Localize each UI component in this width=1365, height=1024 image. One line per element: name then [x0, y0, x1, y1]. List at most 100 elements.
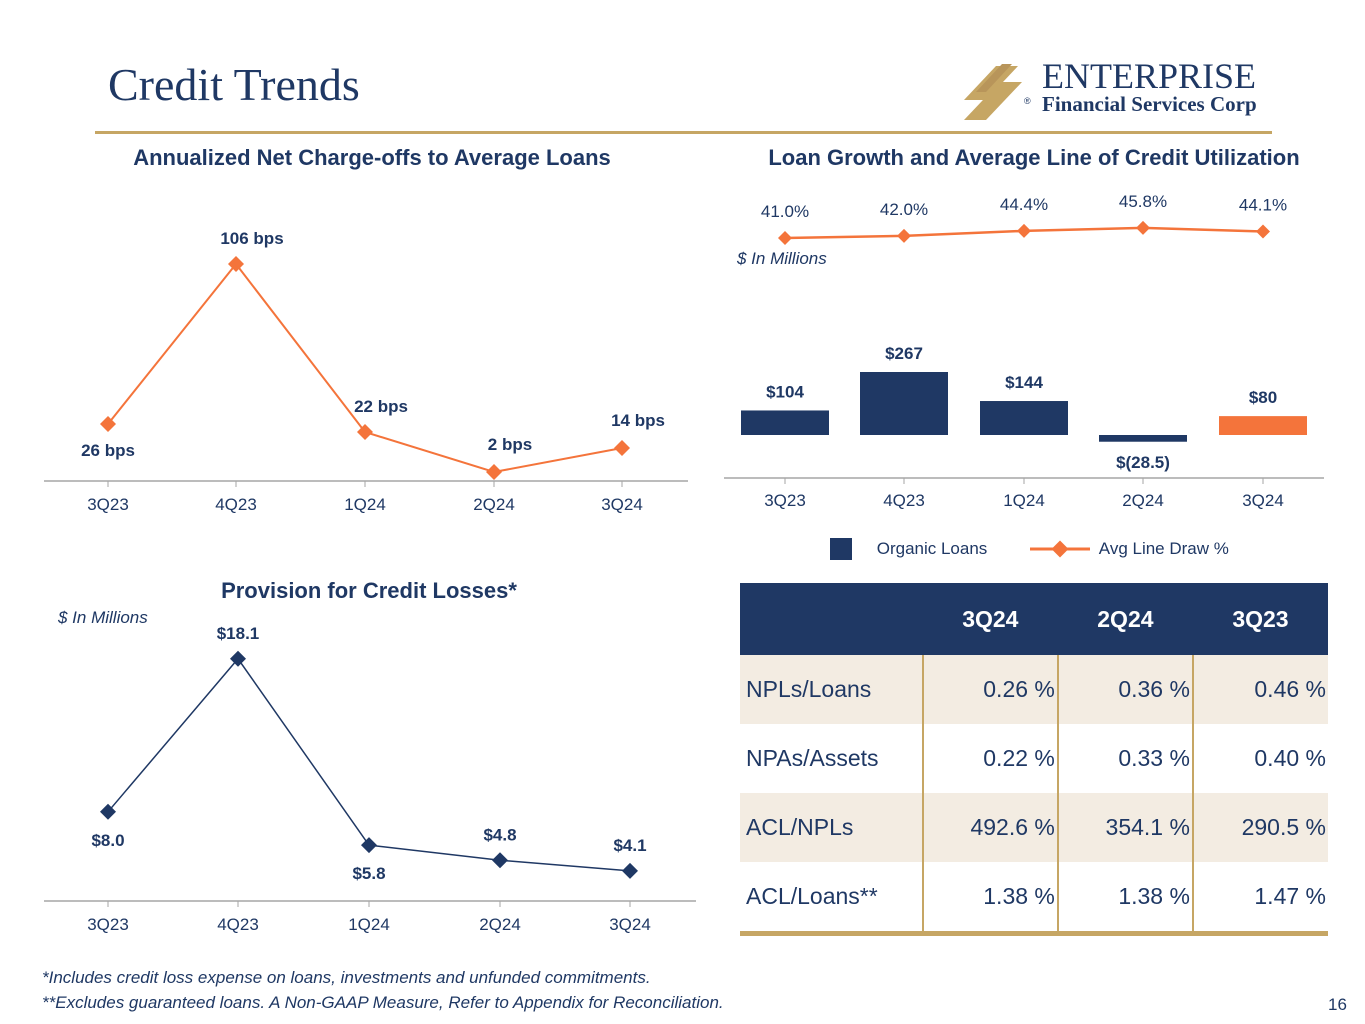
loan-growth-chart-title: Loan Growth and Average Line of Credit U… — [768, 145, 1300, 170]
nco-data-value: 22 — [354, 397, 378, 416]
table-cell: 1.38 % — [921, 862, 1058, 936]
provision-data-label: $4.8 — [483, 825, 516, 844]
nco-point — [100, 416, 116, 432]
nco-data-label: 26 bps — [81, 441, 135, 460]
table-cell: 1.38 % — [1056, 862, 1193, 936]
nco-data-label: 22 bps — [354, 397, 408, 416]
credit-metrics-table: 3Q24 2Q24 3Q23 NPLs/Loans 0.26 % 0.36 % … — [740, 583, 1328, 936]
organic-loans-bar — [1099, 435, 1187, 442]
registered-mark: ® — [1024, 96, 1031, 106]
organic-loans-label: $144 — [1005, 373, 1043, 392]
organic-loans-label: $80 — [1249, 388, 1277, 407]
provision-chart: 3Q23 4Q23 1Q24 2Q24 3Q24 $8.0 $18.1 $5.8 $4.8 $4.… — [44, 624, 696, 934]
legend-organic-loans-swatch — [830, 538, 852, 560]
x-tick-label: 4Q23 — [217, 915, 259, 934]
organic-loans-label: $104 — [766, 382, 804, 401]
line-draw-point — [1256, 224, 1270, 239]
provision-data-label: $8.0 — [91, 831, 124, 850]
table-cell: 0.46 % — [1191, 655, 1328, 724]
logo-subtitle: Financial Services Corp — [1042, 92, 1257, 116]
ncO-chart-title: Annualized Net Charge-offs to Average Lo… — [133, 145, 611, 170]
row-label: ACL/Loans** — [740, 862, 923, 936]
table-cell: 0.40 % — [1191, 724, 1328, 793]
provision-data-label: $18.1 — [217, 624, 260, 643]
nco-data-unit: bps — [378, 397, 408, 416]
table-row: NPAs/Assets 0.22 % 0.33 % 0.40 % — [740, 724, 1328, 793]
x-tick-label: 1Q24 — [1003, 491, 1045, 510]
organic-loans-label: $(28.5) — [1116, 453, 1170, 472]
nco-data-label: 2 bps — [488, 435, 532, 454]
x-tick-label: 3Q24 — [609, 915, 651, 934]
provision-chart-title: Provision for Credit Losses* — [221, 578, 517, 603]
organic-loans-bar — [860, 372, 948, 435]
organic-loans-bar — [741, 410, 829, 435]
x-tick-label: 1Q24 — [344, 495, 386, 514]
page-number: 16 — [1328, 995, 1347, 1014]
nco-point — [228, 256, 244, 272]
legend-organic-loans-label: Organic Loans — [876, 539, 988, 558]
nco-data-value: 26 — [81, 441, 105, 460]
x-tick-label: 3Q23 — [764, 491, 806, 510]
loan-growth-chart: 3Q23 4Q23 1Q24 2Q24 3Q24 $104 $267 $144 $(28.5) $… — [724, 192, 1324, 510]
company-logo-icon — [964, 64, 1022, 120]
footnote-1: *Includes credit loss expense on loans, … — [42, 968, 651, 987]
line-draw-point — [778, 231, 792, 245]
x-tick-label: 3Q23 — [87, 915, 129, 934]
table-row: ACL/NPLs 492.6 % 354.1 % 290.5 % — [740, 793, 1328, 862]
x-tick-label: 2Q24 — [473, 495, 515, 514]
x-tick-label: 3Q24 — [601, 495, 643, 514]
provision-point — [492, 852, 508, 869]
nco-data-unit: bps — [105, 441, 135, 460]
x-tick-label: 1Q24 — [348, 915, 390, 934]
line-draw-label: 44.4% — [1000, 195, 1048, 214]
x-tick-label: 2Q24 — [479, 915, 521, 934]
table-header-cell: 3Q24 — [922, 583, 1058, 655]
table-cell: 0.36 % — [1056, 655, 1193, 724]
logo-wordmark: ENTERPRISE — [1042, 56, 1257, 96]
nco-point — [486, 464, 502, 480]
table-cell: 492.6 % — [921, 793, 1058, 862]
line-draw-point — [1136, 220, 1150, 235]
legend-line-draw-swatch — [1030, 540, 1091, 558]
loan-growth-units-note: $ In Millions — [737, 249, 827, 268]
provision-point — [100, 803, 116, 820]
table-cell: 0.33 % — [1056, 724, 1193, 793]
organic-loans-bar — [1219, 416, 1307, 435]
provision-point — [361, 837, 377, 854]
line-draw-label: 45.8% — [1119, 192, 1167, 211]
line-draw-label: 44.1% — [1239, 195, 1287, 214]
x-tick-label: 2Q24 — [1122, 491, 1164, 510]
x-tick-label: 4Q23 — [215, 495, 257, 514]
provision-point — [622, 862, 638, 879]
table-header-row: 3Q24 2Q24 3Q23 — [740, 583, 1328, 655]
provision-data-label: $5.8 — [352, 864, 385, 883]
row-label: NPLs/Loans — [740, 655, 923, 724]
nco-data-unit: bps — [635, 411, 665, 430]
nco-data-value: 14 — [611, 411, 635, 430]
nco-data-unit: bps — [253, 229, 283, 248]
table-header-cell: 2Q24 — [1057, 583, 1193, 655]
x-tick-label: 3Q23 — [87, 495, 129, 514]
nco-point — [614, 440, 630, 456]
table-cell: 0.22 % — [921, 724, 1058, 793]
legend-line-draw-label: Avg Line Draw % — [1098, 539, 1229, 558]
nco-data-label: 106 bps — [220, 229, 283, 248]
row-label: NPAs/Assets — [746, 745, 879, 771]
nco-data-label: 14 bps — [611, 411, 665, 430]
loan-growth-legend: Organic Loans Avg Line Draw % — [830, 538, 1229, 560]
page-title: Credit Trends — [108, 59, 360, 110]
x-tick-label: 3Q24 — [1242, 491, 1284, 510]
table-cell: 1.47 % — [1191, 862, 1328, 936]
header-divider — [95, 131, 1272, 134]
line-draw-point — [897, 228, 911, 243]
provision-units-note: $ In Millions — [58, 608, 148, 627]
table-row: NPLs/Loans 0.26 % 0.36 % 0.46 % — [740, 655, 1328, 724]
table-row: ACL/Loans** 1.38 % 1.38 % 1.47 % — [740, 862, 1328, 936]
provision-point — [230, 650, 246, 667]
table-cell: 354.1 % — [1056, 793, 1193, 862]
organic-loans-label: $267 — [885, 344, 923, 363]
x-tick-label: 4Q23 — [883, 491, 925, 510]
nco-data-value: 2 — [488, 435, 502, 454]
nco-data-value: 106 — [220, 229, 253, 248]
